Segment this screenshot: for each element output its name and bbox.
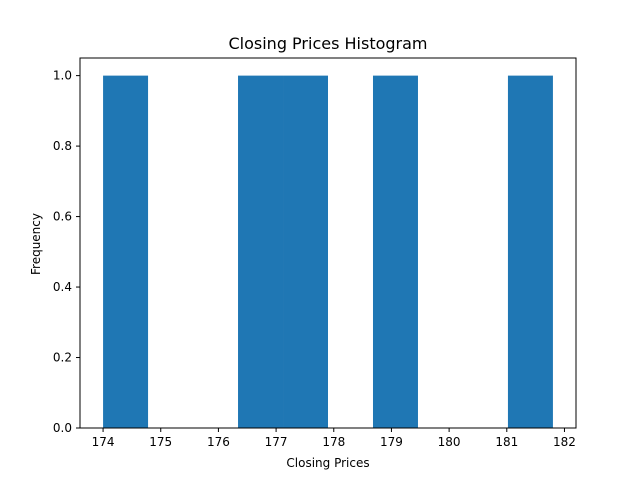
y-axis-ticks: 0.0 0.2 0.4 0.6 0.8 1.0	[53, 69, 80, 435]
x-tick-label: 180	[438, 435, 461, 449]
x-tick-label: 176	[207, 435, 230, 449]
x-axis-label: Closing Prices	[286, 456, 369, 470]
y-tick-label: 0.4	[53, 280, 72, 294]
histogram-bar	[238, 75, 284, 428]
y-tick-label: 0.0	[53, 421, 72, 435]
histogram-bar	[372, 75, 418, 428]
histogram-bar	[507, 75, 553, 428]
x-tick-label: 175	[149, 435, 172, 449]
x-tick-label: 182	[553, 435, 576, 449]
y-tick-label: 1.0	[53, 69, 72, 83]
y-tick-label: 0.8	[53, 139, 72, 153]
bars-group	[103, 75, 553, 428]
x-axis-ticks: 174 175 176 177 178 179 180 181 182	[92, 428, 576, 449]
chart-title: Closing Prices Histogram	[228, 34, 427, 53]
y-tick-label: 0.6	[53, 210, 72, 224]
x-tick-label: 177	[265, 435, 288, 449]
histogram-bar	[283, 75, 328, 428]
histogram-bar	[103, 75, 149, 428]
x-tick-label: 181	[495, 435, 518, 449]
y-axis-label: Frequency	[29, 213, 43, 275]
plot-frame	[79, 57, 577, 429]
x-tick-label: 178	[322, 435, 345, 449]
x-tick-label: 179	[380, 435, 403, 449]
x-tick-label: 174	[92, 435, 115, 449]
y-tick-label: 0.2	[53, 351, 72, 365]
